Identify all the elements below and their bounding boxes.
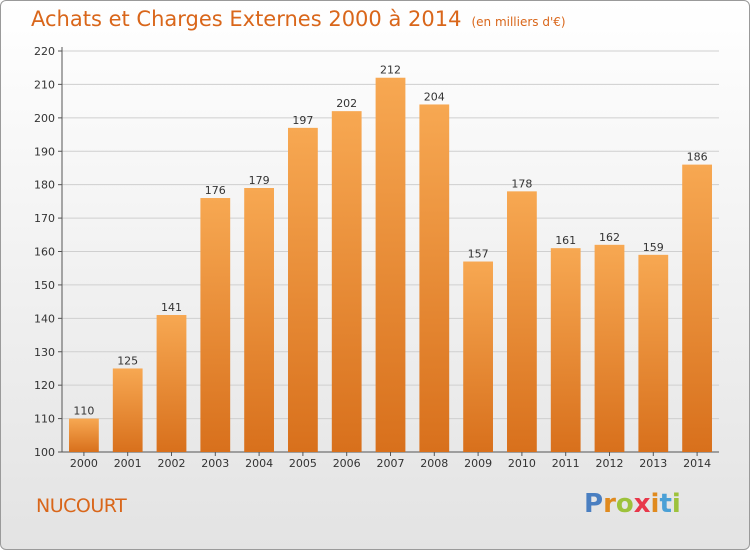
data-label-2014: 186 [687, 151, 708, 164]
y-tick-label: 110 [34, 413, 55, 426]
y-tick-label: 140 [34, 312, 55, 325]
bar-2004 [244, 188, 274, 452]
data-label-2000: 110 [73, 405, 94, 418]
proxiti-logo: Proxiti [584, 489, 681, 519]
bar-2006 [331, 111, 362, 453]
data-label-2009: 157 [468, 248, 489, 261]
x-tick-label-2013: 2013 [639, 457, 667, 470]
logo-letter: P [584, 489, 604, 519]
x-tick-labels: 2000 2001 2002 2003 2004 2005 2006 2007 2008 2009… [70, 457, 711, 470]
data-label-2010: 178 [511, 177, 532, 190]
data-label-2007: 212 [380, 64, 401, 77]
x-tick-label-2007: 2007 [377, 457, 405, 470]
chart-title: Achats et Charges Externes 2000 à 2014 (e… [31, 7, 566, 31]
y-tick-label: 130 [34, 346, 55, 359]
x-tick-label-2002: 2002 [158, 457, 186, 470]
data-label-2003: 176 [205, 184, 226, 197]
logo-letter: t [659, 489, 672, 519]
y-tick-label: 210 [34, 78, 55, 91]
x-tick-label-2008: 2008 [420, 457, 448, 470]
data-label-2011: 161 [555, 234, 576, 247]
x-tick-label-2011: 2011 [552, 457, 580, 470]
bar-2011 [550, 248, 581, 452]
data-label-2006: 202 [336, 97, 357, 110]
logo-letter: x [633, 489, 651, 519]
data-label-2012: 162 [599, 231, 620, 244]
y-tick-label: 160 [34, 246, 55, 259]
bar-2012 [594, 244, 625, 452]
y-tick-label: 150 [34, 279, 55, 292]
y-tick-labels: 100 110 120 130 140 150 160 170 180 190 200 210 220 [34, 45, 55, 459]
y-tick-label: 180 [34, 179, 55, 192]
bar-2002 [156, 314, 187, 452]
bar-2007 [375, 77, 406, 452]
bar-2000 [69, 418, 99, 452]
y-tick-label: 120 [34, 379, 55, 392]
y-tick-label: 200 [34, 112, 55, 125]
data-label-2004: 179 [249, 174, 270, 187]
x-tick-label-2012: 2012 [596, 457, 624, 470]
bar-2009 [463, 261, 493, 452]
y-tick-label: 190 [34, 145, 55, 158]
bar-2013 [638, 254, 669, 452]
chart-subtitle: (en milliers d'€) [471, 15, 566, 29]
chart-title-text: Achats et Charges Externes 2000 à 2014 [31, 7, 462, 31]
data-label-2008: 204 [424, 90, 445, 103]
data-label-2001: 125 [117, 354, 138, 367]
x-tick-label-2010: 2010 [508, 457, 536, 470]
logo-letter: o [615, 489, 634, 519]
logo-letter: r [603, 489, 616, 519]
x-tick-label-2006: 2006 [333, 457, 361, 470]
logo-letter: i [671, 489, 681, 519]
x-tick-label-2001: 2001 [114, 457, 142, 470]
x-tick-label-2004: 2004 [245, 457, 273, 470]
data-label-2002: 141 [161, 301, 182, 314]
bar-2014 [682, 164, 712, 452]
y-tick-label: 100 [34, 446, 55, 459]
x-tick-label-2003: 2003 [201, 457, 229, 470]
x-tick-label-2009: 2009 [464, 457, 492, 470]
data-label-2013: 159 [643, 241, 664, 254]
commune-name: NUCOURT [36, 495, 127, 517]
bar-2003 [200, 198, 231, 452]
x-tick-label-2000: 2000 [70, 457, 98, 470]
y-tick-label: 170 [34, 212, 55, 225]
bar-2005 [288, 127, 318, 452]
x-tick-label-2005: 2005 [289, 457, 317, 470]
bars: 110 125 141 176 179 197 202 212 204 157 178 161 162 1… [69, 64, 712, 453]
bar-2010 [507, 191, 537, 452]
y-tick-label: 220 [34, 45, 55, 58]
bar-2008 [419, 104, 450, 452]
logo-letter: i [650, 489, 660, 519]
data-label-2005: 197 [292, 114, 313, 127]
bar-2001 [112, 368, 143, 452]
x-tick-label-2014: 2014 [683, 457, 711, 470]
